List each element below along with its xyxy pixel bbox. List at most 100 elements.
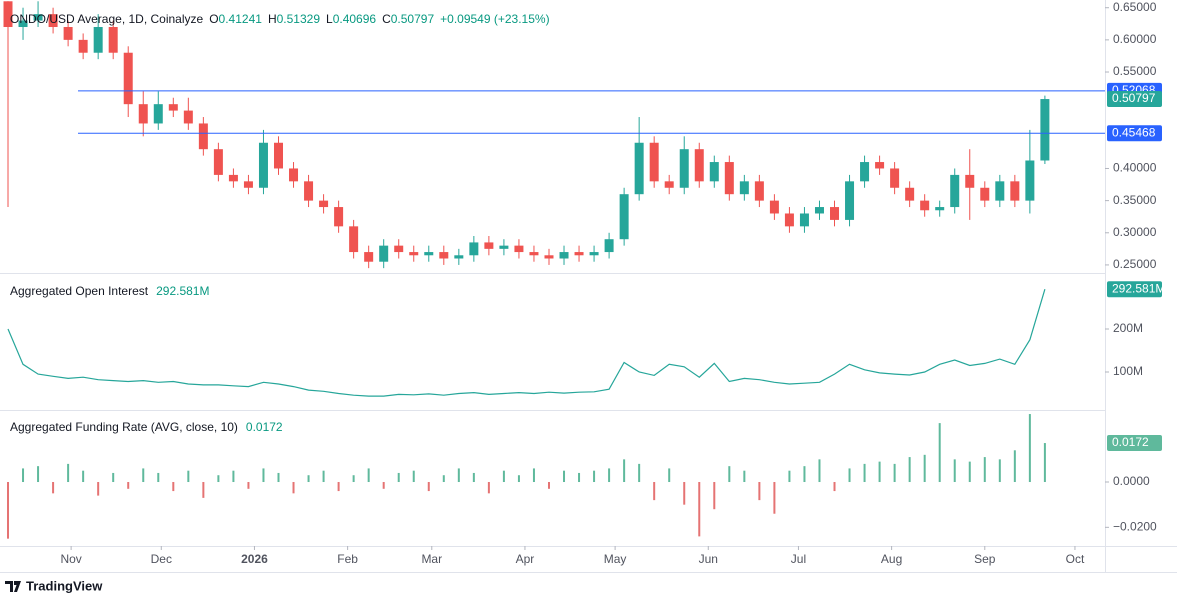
candle-body: [168, 104, 178, 111]
candle-body: [258, 142, 268, 188]
candle-body: [213, 149, 223, 175]
legend-title: ONDO/USD Average, 1D, Coinalyze: [10, 12, 204, 26]
funding-bar: [427, 482, 430, 492]
funding-bar: [472, 472, 475, 483]
funding-bar: [157, 472, 160, 483]
funding-bar: [803, 466, 806, 483]
funding-bar: [863, 463, 866, 483]
candle-body: [724, 162, 734, 195]
candle-body: [469, 242, 479, 256]
candle-body: [334, 207, 344, 227]
last-value-label-bg: [1107, 281, 1162, 298]
funding-bar: [728, 466, 731, 483]
candle-body: [694, 149, 704, 182]
funding-bar: [1013, 450, 1016, 483]
brand: TradingView: [26, 578, 103, 593]
candle-body: [1025, 160, 1035, 201]
candle-body: [529, 252, 539, 256]
open-interest-line: [7, 289, 1046, 397]
candle-body: [454, 255, 464, 259]
x-tick-label: Aug: [881, 552, 902, 566]
last-price-label-bg: [1107, 91, 1162, 108]
funding-bar: [232, 470, 235, 483]
funding-bar: [893, 463, 896, 483]
candle-body: [304, 181, 314, 201]
funding-bar: [623, 459, 626, 483]
candle-body: [273, 142, 283, 169]
candle-body: [784, 213, 794, 227]
last-value-label-bg: [1107, 435, 1162, 452]
funding-bar: [998, 459, 1001, 483]
last-price-label: 0.50797: [1112, 91, 1156, 105]
funding-bar: [7, 482, 10, 539]
funding-bar: [758, 482, 761, 501]
y-tick-label: 0.55000: [1113, 64, 1157, 78]
x-tick-label: Mar: [421, 552, 442, 566]
panel-title: Aggregated Open Interest 292.581M: [10, 284, 209, 298]
funding-bar: [97, 482, 100, 496]
funding-bar: [532, 468, 535, 483]
candle-body: [63, 27, 73, 40]
candle-body: [845, 181, 855, 220]
candle-body: [394, 245, 404, 253]
funding-bar: [367, 468, 370, 483]
funding-bar: [713, 482, 716, 510]
legend-header: ONDO/USD Average, 1D, Coinalyze O0.41241 H…: [10, 12, 550, 26]
funding-bar: [292, 482, 295, 494]
candle-body: [78, 39, 88, 53]
funding-bar: [983, 457, 986, 483]
candle-body: [995, 181, 1005, 201]
funding-bar: [563, 470, 566, 483]
x-tick-label: Jun: [699, 552, 718, 566]
panel-title-text: Aggregated Open Interest: [10, 284, 149, 298]
candle-body: [589, 252, 599, 256]
panel-value: 292.581M: [156, 284, 209, 298]
last-value-label: 292.581M: [1112, 281, 1165, 295]
funding-bar: [82, 470, 85, 483]
x-tick-label: Nov: [60, 552, 81, 566]
candle-body: [649, 142, 659, 182]
funding-bar: [818, 459, 821, 483]
candle-body: [799, 213, 809, 227]
funding-bar: [37, 466, 40, 483]
candle-body: [754, 181, 764, 201]
last-value-label: 0.0172: [1112, 435, 1149, 449]
candle-body: [198, 123, 208, 150]
funding-bar: [698, 482, 701, 537]
ohlc-value: 0.50797: [391, 12, 435, 26]
funding-bar: [277, 472, 280, 483]
candle-body: [544, 255, 554, 259]
candle-body: [123, 52, 133, 105]
funding-bar: [517, 475, 520, 483]
logo-mark: [5, 581, 21, 592]
funding-bar: [202, 482, 205, 498]
y-tick-label: 0.40000: [1113, 161, 1157, 175]
funding-bar: [878, 461, 881, 483]
horizontal-line-label: 0.45468: [1112, 125, 1156, 139]
candle-body: [980, 187, 990, 201]
candle-body: [138, 104, 148, 124]
candle-body: [619, 194, 629, 240]
panel-title: Aggregated Funding Rate (AVG, close, 10)…: [10, 420, 283, 434]
candle-body: [739, 181, 749, 195]
funding-bar: [412, 470, 415, 483]
candle-body: [935, 207, 945, 211]
funding-bar: [382, 482, 385, 489]
candle-body: [890, 168, 900, 188]
candle-body: [484, 242, 494, 249]
funding-bar: [773, 482, 776, 514]
y-tick-label: 0.25000: [1113, 257, 1157, 271]
funding-bar: [788, 470, 791, 483]
x-tick-label: Feb: [337, 552, 358, 566]
funding-bar: [322, 470, 325, 483]
candle-body: [379, 245, 389, 262]
y-tick-label: 0.60000: [1113, 32, 1157, 46]
candle-body: [905, 187, 915, 201]
candle-body: [319, 200, 329, 208]
funding-bar: [187, 470, 190, 483]
candle-body: [574, 252, 584, 256]
funding-bar: [442, 475, 445, 483]
funding-bar: [52, 482, 55, 494]
candle-body: [664, 181, 674, 188]
candle-body: [3, 1, 13, 28]
